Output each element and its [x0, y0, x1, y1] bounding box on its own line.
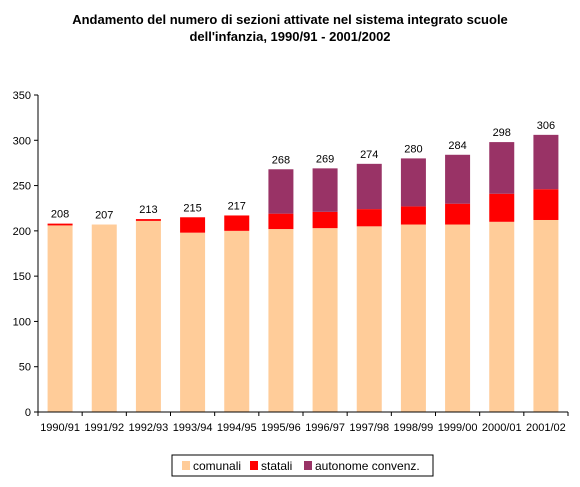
chart-title-line2: dell'infanzia, 1990/91 - 2001/2002: [189, 29, 391, 44]
y-tick-label-0: 0: [25, 407, 31, 419]
bar-segment-statali-2: [135, 219, 161, 221]
bar-segment-comunali-2: [135, 220, 161, 412]
bar-segment-autonome-convenz--8: [400, 158, 426, 207]
bar-segment-comunali-10: [489, 221, 515, 412]
bar-segment-comunali-5: [268, 229, 294, 412]
bar-segment-statali-3: [180, 217, 206, 233]
bar-segment-statali-4: [224, 215, 250, 231]
x-tick-label-10: 2000/01: [482, 422, 522, 434]
bar-segment-statali-9: [445, 203, 471, 225]
x-tick-label-11: 2001/02: [526, 422, 566, 434]
legend-label-1: statali: [261, 459, 292, 473]
total-label-10: 298: [493, 127, 511, 139]
bar-segment-statali-8: [400, 206, 426, 225]
bar-segment-comunali-0: [47, 225, 73, 412]
bar-segment-statali-7: [356, 209, 382, 227]
legend-box: [171, 454, 434, 477]
bar-segment-statali-5: [268, 213, 294, 230]
x-tick-label-6: 1996/97: [305, 422, 345, 434]
chart-title-line1: Andamento del numero di sezioni attivate…: [72, 12, 508, 27]
total-label-4: 217: [228, 200, 246, 212]
bar-segment-statali-6: [312, 211, 338, 229]
bar-segment-statali-0: [47, 223, 73, 226]
bar-segment-comunali-11: [533, 219, 559, 412]
plot-axes: [34, 94, 569, 416]
legend-label-2: autonome convenz.: [315, 459, 420, 473]
total-label-1: 207: [95, 210, 113, 222]
y-tick-label-2: 100: [13, 316, 31, 328]
total-label-9: 284: [448, 140, 466, 152]
legend-swatch-2: [304, 461, 312, 470]
bar-segment-autonome-convenz--6: [312, 168, 338, 212]
total-label-8: 280: [404, 143, 422, 155]
chart-legend: comunali statali autonome convenz.: [171, 454, 434, 477]
bar-segment-autonome-convenz--7: [356, 163, 382, 210]
y-tick-label-1: 50: [19, 362, 31, 374]
plot-labels: 208 1990/91 207 1991/92 213 1992/93 215 1993/94…: [13, 90, 566, 434]
bar-segment-autonome-convenz--9: [445, 154, 471, 204]
total-label-2: 213: [139, 204, 157, 216]
bar-segment-autonome-convenz--10: [489, 142, 515, 194]
bar-segment-comunali-9: [445, 224, 471, 412]
bar-segment-comunali-4: [224, 230, 250, 412]
legend-label-0: comunali: [193, 459, 241, 473]
x-tick-label-0: 1990/91: [40, 422, 80, 434]
legend-swatch-0: [182, 461, 190, 470]
total-label-5: 268: [272, 154, 290, 166]
x-tick-label-9: 1999/00: [438, 422, 478, 434]
bar-segment-comunali-1: [91, 224, 117, 412]
x-tick-label-7: 1997/98: [349, 422, 389, 434]
total-label-3: 215: [183, 202, 201, 214]
x-tick-label-5: 1995/96: [261, 422, 301, 434]
y-tick-label-7: 350: [13, 90, 31, 102]
y-tick-label-4: 200: [13, 226, 31, 238]
y-tick-label-6: 300: [13, 135, 31, 147]
chart-title: Andamento del numero di sezioni attivate…: [0, 11, 580, 45]
plot-bars: [47, 134, 559, 412]
total-label-0: 208: [51, 209, 69, 221]
total-label-7: 274: [360, 149, 378, 161]
bar-segment-statali-11: [533, 189, 559, 220]
x-tick-label-3: 1993/94: [173, 422, 213, 434]
x-tick-label-1: 1991/92: [84, 422, 124, 434]
bar-segment-comunali-6: [312, 228, 338, 412]
bar-segment-autonome-convenz--5: [268, 169, 294, 214]
bar-segment-statali-10: [489, 193, 515, 222]
total-label-11: 306: [537, 120, 555, 132]
y-tick-label-5: 250: [13, 181, 31, 193]
bar-segment-autonome-convenz--11: [533, 134, 559, 190]
x-tick-label-2: 1992/93: [129, 422, 169, 434]
x-tick-label-4: 1994/95: [217, 422, 257, 434]
bar-segment-comunali-8: [400, 224, 426, 412]
bar-segment-comunali-3: [180, 232, 206, 412]
x-tick-label-8: 1998/99: [394, 422, 434, 434]
total-label-6: 269: [316, 153, 334, 165]
bar-segment-comunali-7: [356, 226, 382, 412]
y-tick-label-3: 150: [13, 271, 31, 283]
legend-swatch-1: [250, 461, 258, 470]
